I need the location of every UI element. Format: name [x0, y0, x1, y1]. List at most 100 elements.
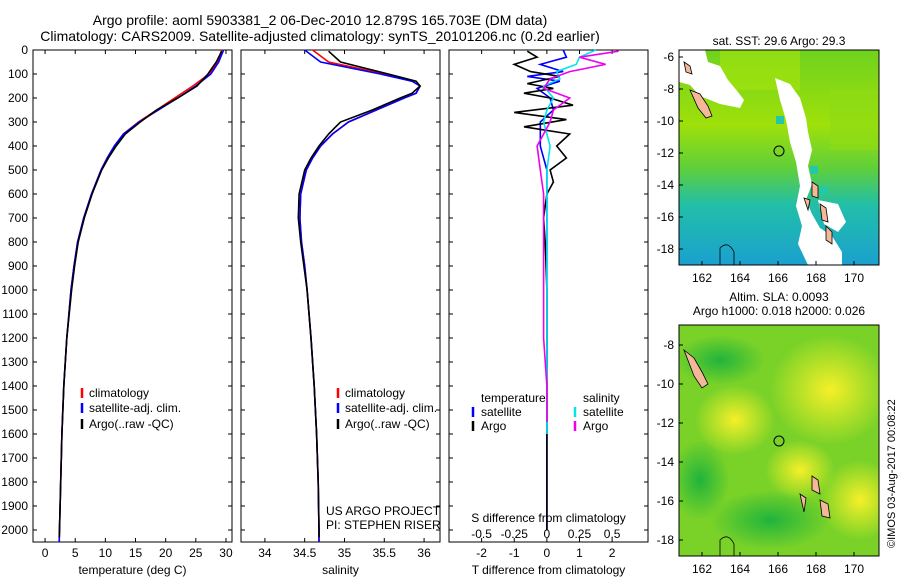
credit-label: ©IMOS 03-Aug-2017 00:08:22 [886, 399, 898, 548]
temp-xtick-label: 15 [129, 546, 143, 560]
sst-map-ytick: -18 [657, 242, 675, 256]
sal-legend-entry: climatology [345, 386, 405, 400]
temp-xtick-label: 5 [72, 546, 79, 560]
depth-tick-label: 600 [8, 187, 28, 201]
sla-map-title-line1: Altim. SLA: 0.0093 [729, 290, 829, 304]
temp-legend-entry: satellite-adj. clim. [89, 401, 181, 415]
sla-map-ytick: -8 [663, 338, 674, 352]
sst-map-xtick: 162 [692, 271, 712, 285]
diff-xlabel2: S difference from climatology [471, 511, 626, 525]
sla-map-xtick: 168 [806, 562, 826, 576]
map-ticks: sat. SST: 29.6 Argo: 29.3 -6 -8 -10 -12 -14 -1… [657, 34, 866, 576]
depth-tick-label: 700 [8, 211, 28, 225]
sla-map-xtick: 170 [844, 562, 864, 576]
depth-tick-label: 1900 [1, 499, 28, 513]
sla-map-xtick: 166 [768, 562, 788, 576]
diff-legend-entry: satellite [583, 405, 624, 419]
temp-series-climatology [58, 49, 223, 543]
sst-map-ytick: -12 [657, 146, 675, 160]
sal-legend-entry: satellite-adj. clim. [345, 401, 437, 415]
sal-xtick-label: 36 [417, 546, 431, 560]
depth-tick-label: 1400 [1, 379, 28, 393]
depth-tick-label: 1500 [1, 403, 28, 417]
sst-map-ytick: -10 [657, 114, 675, 128]
diff-xlabel: T difference from climatology [472, 563, 626, 577]
sla-map-frame [678, 324, 880, 557]
diff-xtick-label: 2 [609, 546, 616, 560]
temp-axes-frame [32, 49, 233, 543]
depth-tick-label: 400 [8, 139, 28, 153]
diff-legend-entry: satellite [481, 405, 522, 419]
sla-map-title-line2: Argo h1000: 0.018 h2000: 0.026 [693, 304, 865, 318]
sla-map-ytick: -18 [657, 533, 675, 547]
temperature-panel: 0100200300400500600700800900100011001200… [1, 43, 233, 577]
diff-axes-frame [448, 49, 649, 543]
temp-series-satellite-adj-clim- [58, 49, 225, 543]
sst-map-xtick: 170 [844, 271, 864, 285]
depth-tick-label: 200 [8, 91, 28, 105]
depth-tick-label: 900 [8, 259, 28, 273]
sla-map-xtick: 162 [692, 562, 712, 576]
depth-tick-label: 1700 [1, 451, 28, 465]
temp-xtick-label: 30 [219, 546, 233, 560]
project-line1: US ARGO PROJECT [326, 504, 441, 518]
sal-legend-entry: Argo(..raw -QC) [345, 417, 430, 431]
diff-xtick2-label: 0.5 [604, 527, 621, 541]
sal-xtick-label: 34.5 [293, 546, 317, 560]
depth-tick-label: 1200 [1, 331, 28, 345]
depth-tick-label: 800 [8, 235, 28, 249]
depth-tick-label: 300 [8, 115, 28, 129]
sst-map-xtick: 168 [806, 271, 826, 285]
sst-map-frame [678, 49, 880, 266]
temp-xtick-label: 20 [159, 546, 173, 560]
depth-tick-label: 2000 [1, 523, 28, 537]
depth-tick-label: 1100 [2, 307, 28, 321]
sst-map-ytick: -16 [657, 210, 675, 224]
project-line2: PI: STEPHEN RISER [326, 518, 441, 532]
diff-legend-title-salinity: salinity [583, 391, 620, 405]
sst-map [679, 50, 879, 265]
sla-map [679, 325, 879, 556]
chart-title-line1: Argo profile: aoml 5903381_2 06-Dec-2010… [92, 12, 548, 28]
diff-legend-entry: Argo [481, 419, 507, 433]
sst-map-ytick: -6 [663, 50, 674, 64]
sst-map-title: sat. SST: 29.6 Argo: 29.3 [713, 34, 846, 48]
diff-xtick2-label: 0.25 [568, 527, 592, 541]
diff-xtick-label: -1 [509, 546, 520, 560]
temp-legend-entry: Argo(..raw -QC) [89, 417, 174, 431]
sst-map-xtick: 164 [730, 271, 750, 285]
sla-map-xtick: 164 [730, 562, 750, 576]
diff-legend-entry: Argo [583, 419, 609, 433]
depth-tick-label: 1300 [1, 355, 28, 369]
sla-map-ytick: -16 [657, 494, 675, 508]
diff-xtick2-label: 0 [544, 527, 551, 541]
depth-tick-label: 1800 [1, 475, 28, 489]
depth-tick-label: 1000 [1, 283, 28, 297]
sla-map-ytick: -14 [657, 455, 675, 469]
sal-xtick-label: 34 [258, 546, 272, 560]
diff-xtick-label: -2 [476, 546, 487, 560]
temp-xtick-label: 25 [189, 546, 203, 560]
diff-xtick2-label: -0.25 [501, 527, 529, 541]
chart-title-line2: Climatology: CARS2009. Satellite-adjuste… [40, 28, 600, 44]
depth-tick-label: 1600 [1, 427, 28, 441]
depth-tick-label: 0 [21, 43, 28, 57]
sst-map-ytick: -14 [657, 178, 675, 192]
diff-series-s-satellite [542, 49, 597, 434]
diff-legend-title-temperature: temperature [481, 391, 546, 405]
sla-map-ytick: -10 [657, 377, 675, 391]
depth-tick-label: 500 [8, 163, 28, 177]
diff-xtick-label: 0 [544, 546, 551, 560]
diff-series-t-argo [511, 50, 574, 530]
temp-xlabel: temperature (deg C) [78, 563, 186, 577]
temp-xtick-label: 10 [99, 546, 113, 560]
temp-series-argo-raw-qc- [58, 50, 223, 538]
diff-series-s-argo [536, 50, 619, 422]
sal-xlabel: salinity [322, 563, 359, 577]
sla-map-ytick: -12 [657, 416, 675, 430]
sal-axes-frame [240, 49, 441, 543]
salinity-panel: 34 34.5 35 35.5 36 salinity climatologysatelli… [240, 49, 441, 577]
sst-map-ytick: -8 [663, 82, 674, 96]
diff-xtick-label: 1 [576, 546, 583, 560]
